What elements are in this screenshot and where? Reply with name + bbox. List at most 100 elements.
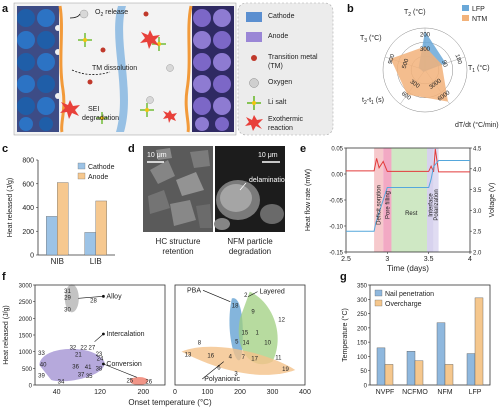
panel-e: e 2.5 3 3.5 4 -0.15 -0.10 -0.05 0.00 0.05 2.0 2.5 3… (300, 143, 496, 273)
c-legend-swatch-1 (77, 172, 86, 180)
radar-legend-swatch-1 (462, 15, 469, 21)
c-bar-lib-anode (95, 200, 107, 256)
e-series-0 (346, 148, 470, 173)
panel-f-label: f (2, 271, 6, 283)
f-callout-left-1 (94, 333, 104, 342)
legend-label2-5: reaction (268, 125, 293, 132)
f-xtick-left-0: 40 (53, 389, 61, 396)
e-ytick-right-label-5: 4.5 (473, 147, 482, 153)
f-point-left-33: 33 (38, 351, 45, 357)
e-ylabel-left: Heat flow rate (mW) (305, 169, 312, 231)
radar-legend-swatch-0 (462, 5, 469, 11)
cathode-swatch (246, 12, 262, 22)
f-point-right-13: 13 (185, 352, 192, 358)
f-group-label-right-1: Layered (260, 289, 285, 296)
c-bar-lib-cathode (84, 232, 96, 256)
f-ytick-label-3: 1500 (19, 334, 33, 340)
radar-tick-3-1: 600 (400, 91, 412, 102)
radar-axis-label-2: dT/dt (°C/min) (455, 121, 499, 129)
f-ytick-label-4: 2000 (19, 317, 33, 323)
c-ytick-label-0: 0 (30, 253, 34, 260)
g-ytick-label-7: 350 (357, 284, 368, 290)
f-callout-right-2 (202, 361, 224, 380)
sem-texture-hc (148, 148, 212, 228)
f-xtick-left-1: 120 (94, 389, 106, 396)
e-ytick-left-label-3: 0.00 (331, 173, 343, 179)
scalebar-label-hc: 10 μm (147, 152, 167, 159)
caption-nfm-2: degradation (229, 247, 271, 256)
g-bar-lfp-1 (474, 297, 484, 386)
g-frame (369, 284, 491, 386)
f-point-right-15: 15 (242, 330, 249, 336)
radar-axis-label-0-main: T (404, 9, 409, 16)
f-blob-alloy (64, 284, 79, 313)
radar-tick-1-1: 180 (454, 54, 463, 66)
e-xtick-label-2: 3.5 (424, 256, 434, 263)
panel-g-label: g (340, 271, 347, 283)
f-callout-dot-left-0 (102, 294, 105, 298)
f-point-right-16: 16 (207, 353, 214, 359)
g-xtick-label-0: NVPF (376, 389, 395, 396)
exothermic-burst-icon (245, 115, 263, 131)
scalebar-label-nfm: 10 μm (258, 152, 278, 159)
c-legend-label-1: Anode (88, 174, 108, 181)
f-point-left-23: 23 (96, 352, 103, 358)
c-bar-nib-anode (57, 182, 69, 256)
burst-icon (60, 30, 177, 123)
f-point-left-37: 37 (78, 372, 85, 378)
radar-axis-label-4-unit: (°C) (367, 34, 381, 42)
c-ytick-label-4: 800 (22, 158, 34, 165)
e-ytick-left-label-2: -0.05 (329, 199, 343, 205)
f-xtick-right-2: 200 (234, 389, 246, 396)
f-group-label-left-0: Alloy (106, 293, 122, 300)
panel-g: g 0 50 100 150 200 250 300 350 NVPF NCFMO NFM LFP Te… (340, 271, 491, 396)
chart-c: 0 200 400 600 800 NIB LIB Heat released (J/g) Ca… (7, 158, 115, 266)
panel-b-label: b (347, 3, 354, 15)
radar-axis-label-1-unit: (°C) (475, 64, 489, 72)
cathode-particles (17, 9, 61, 131)
radar-axis-label-3-sub2: 1 (371, 100, 374, 106)
f-point-right-19: 19 (282, 367, 289, 373)
f-blob-pba (229, 298, 243, 361)
caption-hc-1: HC structure (156, 237, 201, 246)
e-ytick-left-label-1: -0.10 (329, 225, 343, 231)
f-point-left-30: 30 (64, 307, 71, 313)
radar-axis-label-0-unit: (°C) (411, 8, 425, 16)
radar-axis-label-4: T3 (°C) (360, 34, 382, 44)
radar-axis-label-0: T2 (°C) (404, 8, 426, 18)
sei-layer (184, 5, 193, 133)
f-blob-polyanionic (181, 346, 296, 375)
f-point-right-4: 4 (229, 354, 233, 360)
radar-axis-label-3-main: t (362, 97, 364, 104)
e-ytick-right-label-1: 2.5 (473, 230, 482, 236)
oxygen-icon (249, 78, 259, 88)
radar-axis-label-3: t2-t1 (s) (362, 97, 384, 106)
g-ytick-label-1: 50 (360, 369, 367, 375)
f-xtick-right-0: 0 (173, 389, 177, 396)
e-series-1 (346, 160, 470, 232)
f-group-label-left-2: Conversion (106, 361, 142, 368)
f-group-label-left-1: Intercalation (106, 331, 144, 338)
panel-a: a (2, 2, 334, 136)
f-xtick-left-2: 200 (137, 389, 149, 396)
annotation-o: O (95, 9, 101, 16)
radar-axis-label-1-main: T (468, 65, 473, 72)
f-point-left-22: 22 (80, 345, 87, 351)
g-ytick-label-6: 300 (357, 298, 368, 304)
f-point-right-9: 9 (251, 310, 255, 316)
f-callout-dot-left-1 (102, 332, 105, 336)
g-xtick-label-3: LFP (469, 389, 482, 396)
g-bar-nvpf-0 (376, 347, 386, 386)
radar-axis-label-0-sub: 2 (408, 12, 411, 18)
f-point-right-6: 6 (217, 366, 221, 372)
e-xtick-label-0: 2.5 (341, 256, 351, 263)
g-bar-nfm-0 (436, 322, 446, 386)
legend-label-0: Cathode (268, 13, 295, 20)
e-xtick-label-3: 4 (468, 256, 472, 263)
g-ytick-label-0: 0 (364, 384, 368, 390)
e-region-label-2: Rest (405, 211, 418, 217)
legend-label-1: Anode (268, 33, 288, 40)
